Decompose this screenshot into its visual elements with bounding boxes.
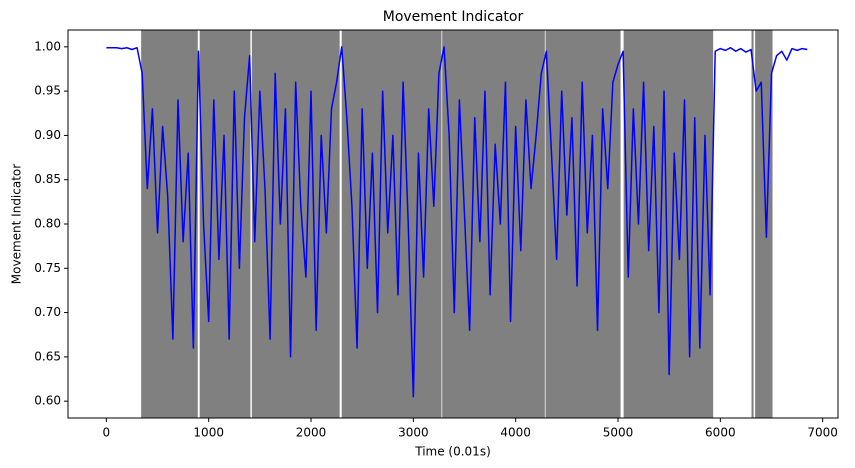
x-tick-label: 3000 xyxy=(398,426,429,440)
x-tick-label: 6000 xyxy=(705,426,736,440)
shaded-region xyxy=(199,30,251,418)
y-tick-label: 0.90 xyxy=(34,128,61,142)
x-tick-label: 5000 xyxy=(603,426,634,440)
y-tick-label: 0.60 xyxy=(34,394,61,408)
y-axis-label: Movement Indicator xyxy=(10,164,24,284)
shaded-region xyxy=(442,30,545,418)
x-tick-label: 1000 xyxy=(193,426,224,440)
x-axis-label: Time (0.01s) xyxy=(414,445,491,459)
x-tick-label: 2000 xyxy=(296,426,327,440)
x-tick-label: 7000 xyxy=(807,426,838,440)
x-tick-label: 4000 xyxy=(500,426,531,440)
y-tick-label: 1.00 xyxy=(34,39,61,53)
shaded-region xyxy=(755,30,773,418)
movement-line xyxy=(106,46,808,398)
y-tick-label: 0.75 xyxy=(34,261,61,275)
y-tick-label: 0.65 xyxy=(34,349,61,363)
shaded-region xyxy=(751,30,754,418)
x-tick-label: 0 xyxy=(103,426,111,440)
y-tick-label: 0.70 xyxy=(34,305,61,319)
y-tick-label: 0.85 xyxy=(34,172,61,186)
y-tick-label: 0.95 xyxy=(34,84,61,98)
shaded-region xyxy=(341,30,442,418)
chart-title: Movement Indicator xyxy=(383,9,524,25)
y-tick-label: 0.80 xyxy=(34,217,61,231)
shade-layer xyxy=(141,30,773,418)
line-layer xyxy=(106,46,808,398)
